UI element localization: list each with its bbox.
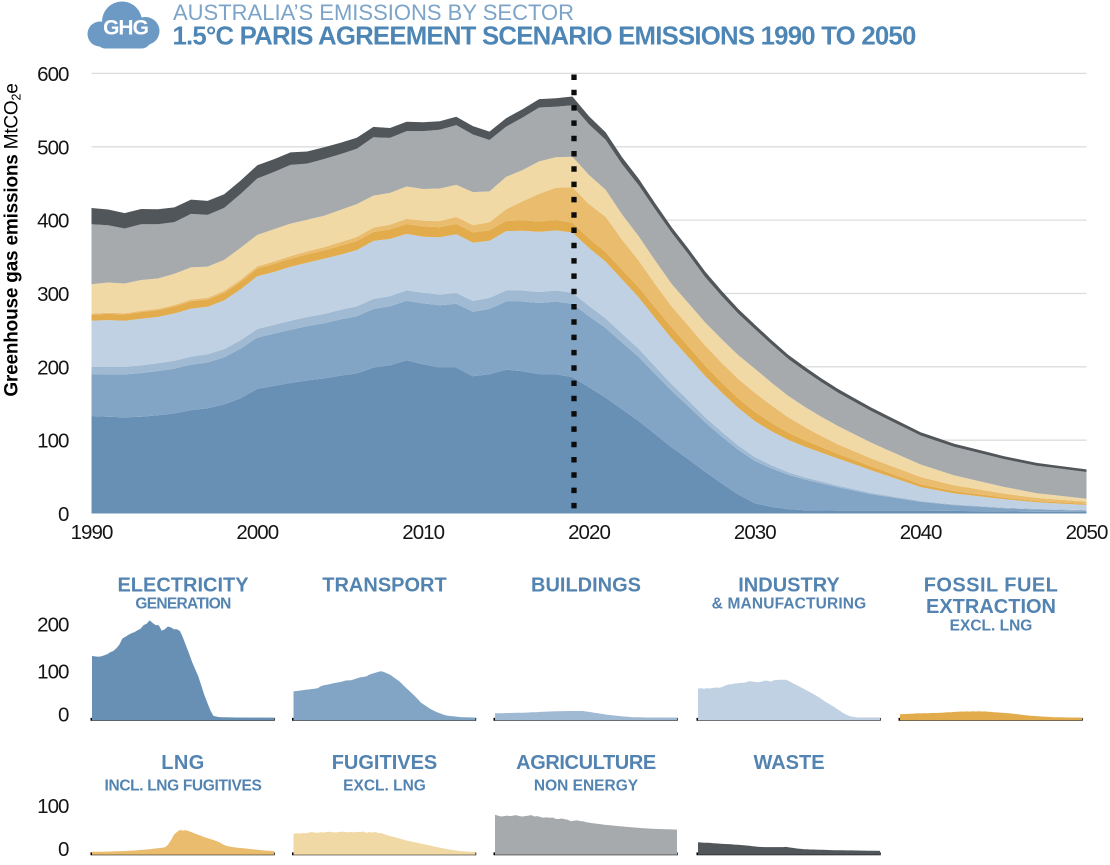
svg-text:500: 500 xyxy=(37,136,69,159)
svg-text:2000: 2000 xyxy=(236,521,278,544)
svg-text:GHG: GHG xyxy=(103,17,149,40)
svg-text:& MANUFACTURING: & MANUFACTURING xyxy=(712,595,867,612)
svg-text:EXTRACTION: EXTRACTION xyxy=(926,596,1056,618)
svg-text:0: 0 xyxy=(58,704,69,727)
svg-text:WASTE: WASTE xyxy=(753,752,824,774)
svg-text:FUGITIVES: FUGITIVES xyxy=(332,752,438,774)
svg-text:LNG: LNG xyxy=(161,752,204,774)
svg-text:EXCL. LNG: EXCL. LNG xyxy=(343,778,426,795)
svg-text:2040: 2040 xyxy=(900,521,942,544)
svg-text:200: 200 xyxy=(37,614,69,637)
svg-text:EXCL. LNG: EXCL. LNG xyxy=(950,617,1033,634)
svg-text:INCL. LNG FUGITIVES: INCL. LNG FUGITIVES xyxy=(105,778,262,795)
svg-text:400: 400 xyxy=(37,210,69,233)
svg-text:NON ENERGY: NON ENERGY xyxy=(534,778,639,795)
svg-text:2050: 2050 xyxy=(1066,521,1108,544)
svg-text:BUILDINGS: BUILDINGS xyxy=(531,574,641,596)
svg-text:600: 600 xyxy=(37,63,69,86)
svg-text:TRANSPORT: TRANSPORT xyxy=(322,574,446,596)
svg-text:1.5°C PARIS AGREEMENT SCENARIO: 1.5°C PARIS AGREEMENT SCENARIO EMISSIONS… xyxy=(173,23,916,51)
svg-text:100: 100 xyxy=(37,795,69,818)
svg-text:2020: 2020 xyxy=(568,521,610,544)
svg-text:2010: 2010 xyxy=(402,521,444,544)
svg-text:200: 200 xyxy=(37,356,69,379)
svg-text:300: 300 xyxy=(37,283,69,306)
svg-text:GENERATION: GENERATION xyxy=(135,595,231,612)
svg-text:2030: 2030 xyxy=(734,521,776,544)
svg-text:0: 0 xyxy=(58,838,69,861)
svg-text:INDUSTRY: INDUSTRY xyxy=(738,574,840,596)
svg-text:1990: 1990 xyxy=(71,521,113,544)
svg-text:AUSTRALIA’S EMISSIONS BY SECTO: AUSTRALIA’S EMISSIONS BY SECTOR xyxy=(173,0,574,25)
svg-text:Greenhouse gas emissions MtCO2: Greenhouse gas emissions MtCO2e xyxy=(2,83,24,396)
svg-text:FOSSIL FUEL: FOSSIL FUEL xyxy=(924,574,1059,596)
svg-text:0: 0 xyxy=(58,503,69,526)
svg-text:100: 100 xyxy=(37,430,69,453)
svg-text:ELECTRICITY: ELECTRICITY xyxy=(117,574,249,596)
svg-text:AGRICULTURE: AGRICULTURE xyxy=(516,752,656,774)
svg-text:100: 100 xyxy=(37,660,69,683)
